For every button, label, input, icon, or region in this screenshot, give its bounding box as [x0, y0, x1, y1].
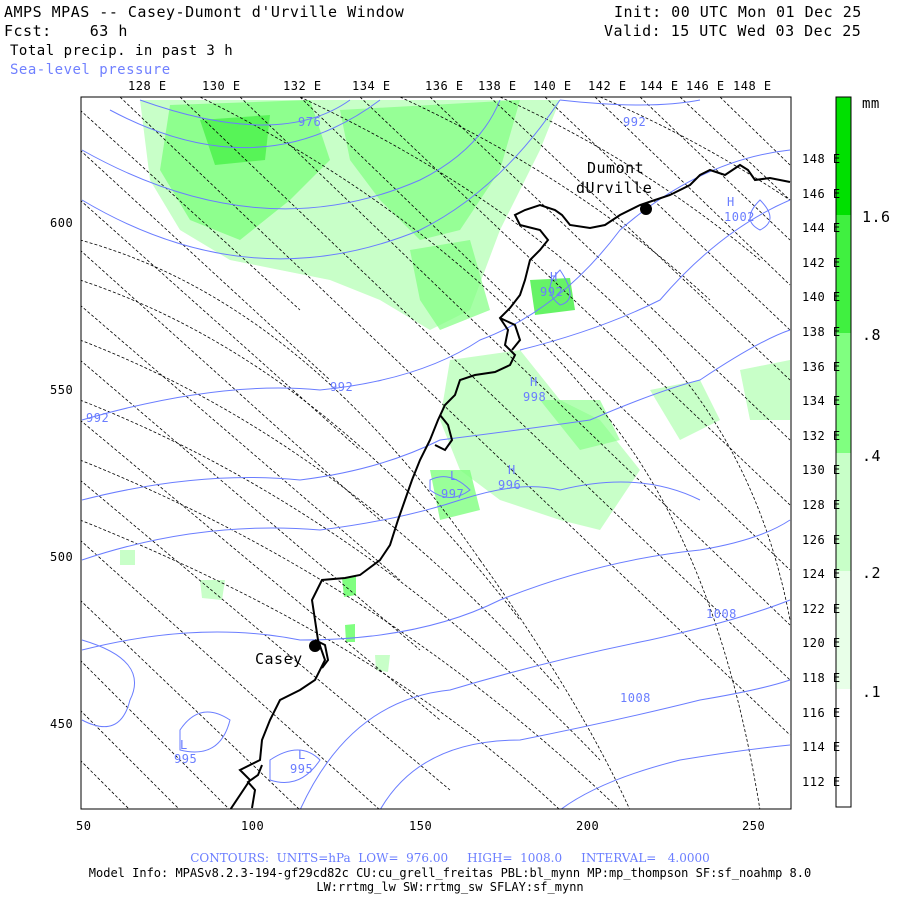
pressure-center-marker: H — [530, 375, 538, 389]
pressure-contour-label: 997 — [441, 487, 465, 501]
right-lon-label: 132 E — [802, 428, 841, 443]
pressure-contours — [81, 99, 791, 809]
colorbar-label: .8 — [862, 326, 882, 344]
pressure-center-marker: H — [550, 270, 558, 284]
map-title: AMPS MPAS -- Casey-Dumont d'Urville Wind… — [4, 3, 405, 21]
top-lon-label: 134 E — [352, 79, 391, 93]
right-lon-label: 124 E — [802, 567, 841, 582]
pressure-contour-label: 992 — [540, 285, 564, 299]
pressure-contour-label: 996 — [498, 478, 522, 492]
right-lon-label: 136 E — [802, 359, 841, 374]
x-tick-label: 50 — [76, 819, 92, 833]
top-lon-label: 146 E — [686, 79, 725, 93]
right-lon-label: 146 E — [802, 186, 841, 201]
colorbar-band-1 — [836, 97, 851, 215]
right-lon-label: 120 E — [802, 636, 841, 651]
contour-info: CONTOURS: UNITS=hPa LOW= 976.00 HIGH= 10… — [190, 851, 710, 865]
casey-label: Casey — [255, 650, 303, 668]
colorbar-label: .4 — [862, 447, 882, 465]
pressure-center-marker: H — [727, 195, 735, 209]
right-lon-label: 114 E — [802, 740, 841, 755]
right-lon-label: 134 E — [802, 394, 841, 409]
right-lon-label: 128 E — [802, 498, 841, 512]
top-lon-label: 138 E — [478, 79, 517, 93]
y-tick-label: 500 — [50, 550, 74, 564]
field-name: Total precip. in past 3 h — [10, 43, 234, 59]
pressure-contour-label: 995 — [174, 752, 198, 766]
right-lon-label: 142 E — [802, 255, 841, 270]
colorbar — [835, 96, 852, 808]
overlay-name: Sea-level pressure — [10, 62, 171, 78]
top-lon-label: 144 E — [640, 79, 679, 93]
dumont-label-line1: Dumont — [587, 159, 645, 177]
right-lon-label: 112 E — [802, 774, 841, 789]
colorbar-label: .1 — [862, 683, 882, 701]
top-lon-label: 140 E — [533, 79, 572, 93]
y-tick-label: 550 — [50, 383, 74, 397]
colorbar-label: .2 — [862, 564, 882, 582]
right-lon-label: 148 E — [802, 152, 841, 166]
pressure-contour-label: 992 — [623, 115, 647, 129]
pressure-contour-label: 1008 — [620, 691, 651, 705]
latlon-grid — [81, 97, 791, 809]
pressure-center-marker: H — [508, 463, 516, 477]
colorbar-band-5 — [836, 571, 851, 689]
top-lon-label: 148 E — [733, 79, 772, 93]
plot-area — [81, 97, 791, 809]
x-tick-label: 200 — [576, 819, 600, 833]
right-lon-label: 126 E — [802, 532, 841, 547]
top-lon-label: 128 E — [128, 79, 167, 93]
y-tick-label: 600 — [50, 216, 74, 230]
pressure-contour-label: 1002 — [724, 210, 755, 224]
pressure-contour-label: 992 — [330, 380, 354, 394]
pressure-center-marker: L — [180, 738, 188, 752]
colorbar-band-6 — [836, 689, 851, 807]
pressure-center-marker: L — [450, 469, 458, 483]
model-info-line2: LW:rrtmg_lw SW:rrtmg_sw SFLAY:sf_mynn — [316, 880, 584, 894]
pressure-contour-label: 995 — [290, 762, 314, 776]
casey-station-dot — [309, 640, 321, 652]
dumont-station-dot — [640, 203, 652, 215]
plot-frame — [80, 96, 792, 810]
y-tick-label: 450 — [50, 717, 74, 731]
forecast-hour: Fcst: 63 h — [4, 22, 128, 40]
precip-shading — [120, 100, 790, 672]
right-lon-label: 118 E — [802, 671, 841, 685]
x-tick-label: 100 — [241, 819, 265, 833]
right-lon-label: 144 E — [802, 221, 841, 236]
colorbar-band-3 — [836, 333, 851, 453]
top-lon-label: 132 E — [283, 79, 322, 93]
model-info-line1: Model Info: MPASv8.2.3-194-gf29cd82c CU:… — [88, 866, 812, 880]
colorbar-band-2 — [836, 215, 851, 333]
dumont-label-line2: dUrville — [576, 179, 653, 197]
pressure-contour-label: 1008 — [706, 607, 737, 621]
coastline — [229, 163, 791, 809]
x-tick-label: 150 — [409, 819, 433, 833]
pressure-contour-label: 992 — [86, 411, 110, 425]
pressure-contour-label: 976 — [298, 115, 322, 129]
valid-time: Valid: 15 UTC Wed 03 Dec 25 — [604, 22, 862, 40]
colorbar-label: 1.6 — [862, 208, 891, 226]
right-lon-label: 122 E — [802, 601, 841, 616]
top-lon-label: 136 E — [425, 79, 464, 93]
x-tick-label: 250 — [742, 819, 766, 833]
top-lon-label: 130 E — [202, 79, 241, 93]
right-lon-label: 130 E — [802, 463, 841, 478]
right-lon-label: 116 E — [802, 705, 841, 720]
right-lon-label: 138 E — [802, 325, 841, 339]
pressure-center-marker: L — [298, 748, 306, 762]
init-time: Init: 00 UTC Mon 01 Dec 25 — [614, 3, 862, 21]
colorbar-band-4 — [836, 453, 851, 571]
top-lon-label: 142 E — [588, 79, 627, 93]
right-lon-label: 140 E — [802, 290, 841, 305]
pressure-contour-label: 998 — [523, 390, 547, 404]
colorbar-unit: mm — [862, 96, 880, 112]
